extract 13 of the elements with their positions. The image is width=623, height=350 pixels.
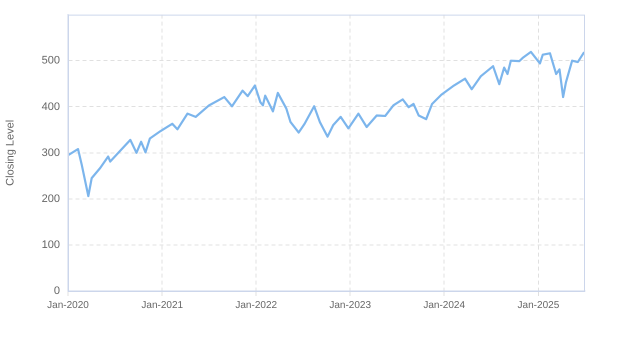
- y-tick-label: 200: [42, 192, 60, 205]
- x-tick-label: Jan-2025: [518, 300, 560, 311]
- y-axis-title: Closing Level: [4, 120, 17, 186]
- y-tick-label: 100: [42, 238, 60, 251]
- x-tick-label: Jan-2020: [47, 300, 90, 311]
- y-tick-label: 400: [42, 100, 60, 113]
- y-tick-label: 500: [42, 54, 60, 67]
- y-tick-label: 300: [42, 146, 60, 159]
- x-tick-label: Jan-2023: [329, 300, 372, 311]
- y-tick-label: 0: [54, 285, 60, 298]
- x-tick-label: Jan-2021: [141, 300, 184, 311]
- x-tick-label: Jan-2024: [423, 300, 466, 311]
- x-tick-label: Jan-2022: [235, 300, 278, 311]
